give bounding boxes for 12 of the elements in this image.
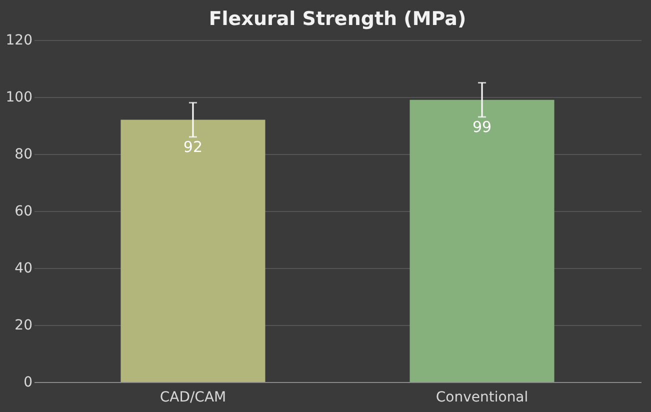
y-tick-label: 20 — [14, 318, 32, 334]
x-tick-label: Conventional — [436, 390, 528, 406]
data-label: 99 — [472, 118, 492, 136]
y-tick-label: 40 — [14, 260, 32, 276]
data-label: 92 — [183, 138, 203, 156]
y-tick-label: 80 — [14, 146, 32, 162]
chart-title: Flexural Strength (MPa) — [208, 8, 466, 30]
y-tick-label: 0 — [24, 374, 32, 390]
y-tick-label: 100 — [6, 90, 32, 106]
y-tick-label: 120 — [6, 32, 32, 48]
x-tick-label: CAD/CAM — [160, 390, 226, 406]
y-tick-label: 60 — [14, 204, 32, 220]
